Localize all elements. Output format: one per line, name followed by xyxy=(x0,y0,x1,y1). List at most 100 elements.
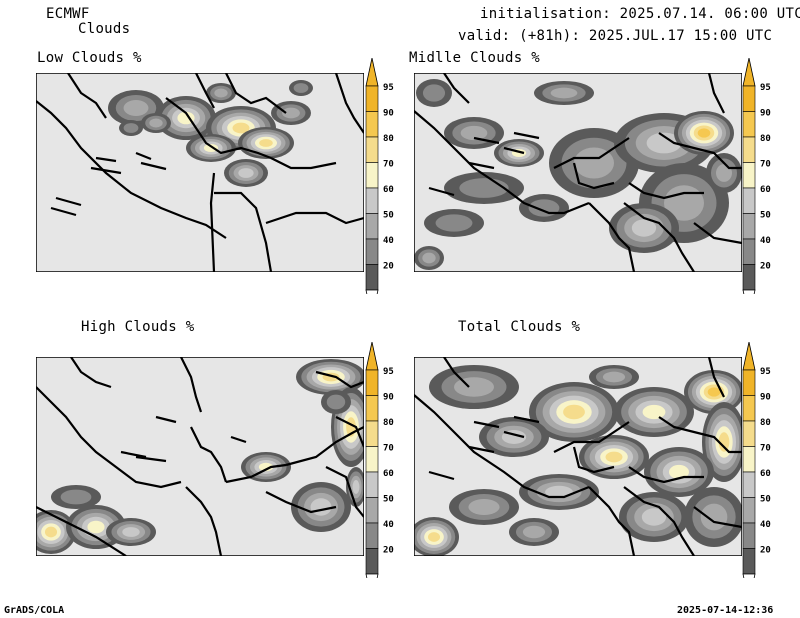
colorbar-middle: 95 90 80 70 60 50 40 20 xyxy=(741,58,781,294)
colorbar-arrow-bottom xyxy=(742,289,756,294)
border-line xyxy=(623,202,695,272)
cloud-contour xyxy=(716,164,732,182)
border-line xyxy=(693,506,742,529)
cloud-contour xyxy=(700,503,728,531)
border-line xyxy=(265,491,337,514)
cloud-contour xyxy=(232,122,250,134)
cloud-contour xyxy=(697,128,711,138)
colorbar-arrow-bottom xyxy=(365,573,379,578)
colorbar-swatch xyxy=(742,213,756,240)
colorbar-label: 70 xyxy=(383,444,394,454)
cloud-contour xyxy=(422,84,446,102)
border-line xyxy=(513,415,540,424)
cloud-contour xyxy=(214,88,228,98)
colorbar-swatch xyxy=(742,548,756,575)
border-line xyxy=(90,166,122,175)
border-line xyxy=(707,73,725,114)
border-line xyxy=(265,211,364,225)
border-line xyxy=(623,486,695,556)
border-line xyxy=(270,157,337,170)
cloud-contour xyxy=(550,87,578,99)
colorbar-label: 60 xyxy=(760,469,771,479)
panel-title-total: Total Clouds % xyxy=(458,319,581,335)
cloud-contour xyxy=(707,387,721,397)
cloud-contour xyxy=(468,499,500,515)
colorbar-arrow-bottom xyxy=(365,289,379,294)
border-line xyxy=(135,151,152,161)
cloud-contour xyxy=(669,464,689,480)
colorbar-swatch xyxy=(365,85,379,112)
colorbar-swatch xyxy=(742,369,756,396)
cloud-contour xyxy=(631,219,657,237)
colorbar-swatch xyxy=(365,471,379,498)
colorbar-label: 20 xyxy=(760,262,771,272)
colorbar-label: 50 xyxy=(760,495,771,505)
border-line xyxy=(428,186,455,197)
colorbar-swatch xyxy=(365,264,379,291)
border-line xyxy=(36,100,227,239)
cloud-contour xyxy=(664,185,704,221)
border-line xyxy=(135,455,167,463)
cloud-contour xyxy=(352,480,360,494)
colorbar-swatch xyxy=(742,85,756,112)
border-line xyxy=(120,450,147,459)
border-line xyxy=(553,137,630,169)
border-line xyxy=(36,386,182,489)
valid-time: valid: (+81h): 2025.JUL.17 15:00 UTC xyxy=(458,28,773,44)
map-low-clouds xyxy=(36,73,364,272)
border-line xyxy=(553,421,630,453)
border-line xyxy=(428,470,455,481)
colorbar-arrow-top xyxy=(742,58,756,87)
colorbar-label: 50 xyxy=(760,211,771,221)
colorbar-label: 40 xyxy=(760,236,771,246)
border-line xyxy=(503,430,525,439)
colorbar-label: 70 xyxy=(760,444,771,454)
border-line xyxy=(443,73,470,104)
cloud-contour xyxy=(454,377,494,397)
colorbar-label: 80 xyxy=(760,418,771,428)
border-line xyxy=(513,131,540,140)
map-middle-clouds xyxy=(414,73,742,272)
colorbar-low: 95 90 80 70 60 50 40 20 xyxy=(364,58,404,294)
cloud-contour xyxy=(646,132,682,154)
cloud-contour xyxy=(123,100,149,116)
map-high-clouds xyxy=(36,357,364,556)
colorbar-swatch xyxy=(365,446,379,473)
border-line xyxy=(588,202,636,272)
border-line xyxy=(165,97,272,160)
borders xyxy=(36,357,364,556)
cloud-contour xyxy=(563,404,585,420)
colorbar-label: 60 xyxy=(760,185,771,195)
colorbar-label: 60 xyxy=(383,185,394,195)
cloud-contour xyxy=(149,118,163,128)
colorbar-arrow-top xyxy=(365,58,379,87)
colorbar-label: 20 xyxy=(760,546,771,556)
border-line xyxy=(225,73,287,114)
product-label: Clouds xyxy=(78,21,131,37)
border-line xyxy=(572,162,615,190)
colorbar-swatch xyxy=(365,522,379,549)
colorbar-swatch xyxy=(365,497,379,524)
cloud-contour xyxy=(642,404,666,420)
cloud-contour xyxy=(435,214,473,232)
cloud-contour xyxy=(427,532,441,542)
colorbar-label: 90 xyxy=(383,109,394,119)
colorbar-label: 90 xyxy=(760,109,771,119)
colorbar-swatch xyxy=(365,548,379,575)
colorbar-swatch xyxy=(742,111,756,138)
footer-timestamp: 2025-07-14-12:36 xyxy=(677,605,774,616)
cloud-contour xyxy=(87,520,105,534)
colorbar-total: 95 90 80 70 60 50 40 20 xyxy=(741,342,781,578)
border-line xyxy=(658,132,742,170)
colorbar-label: 95 xyxy=(760,83,771,93)
cloud-contour xyxy=(238,168,254,178)
border-line xyxy=(707,357,725,398)
colorbar-label: 50 xyxy=(383,211,394,221)
border-line xyxy=(658,416,742,454)
colorbar-label: 40 xyxy=(760,520,771,530)
border-line xyxy=(185,486,223,556)
border-line xyxy=(693,222,742,245)
colorbar-label: 80 xyxy=(383,134,394,144)
cloud-contour xyxy=(258,462,274,472)
borders xyxy=(36,73,364,272)
